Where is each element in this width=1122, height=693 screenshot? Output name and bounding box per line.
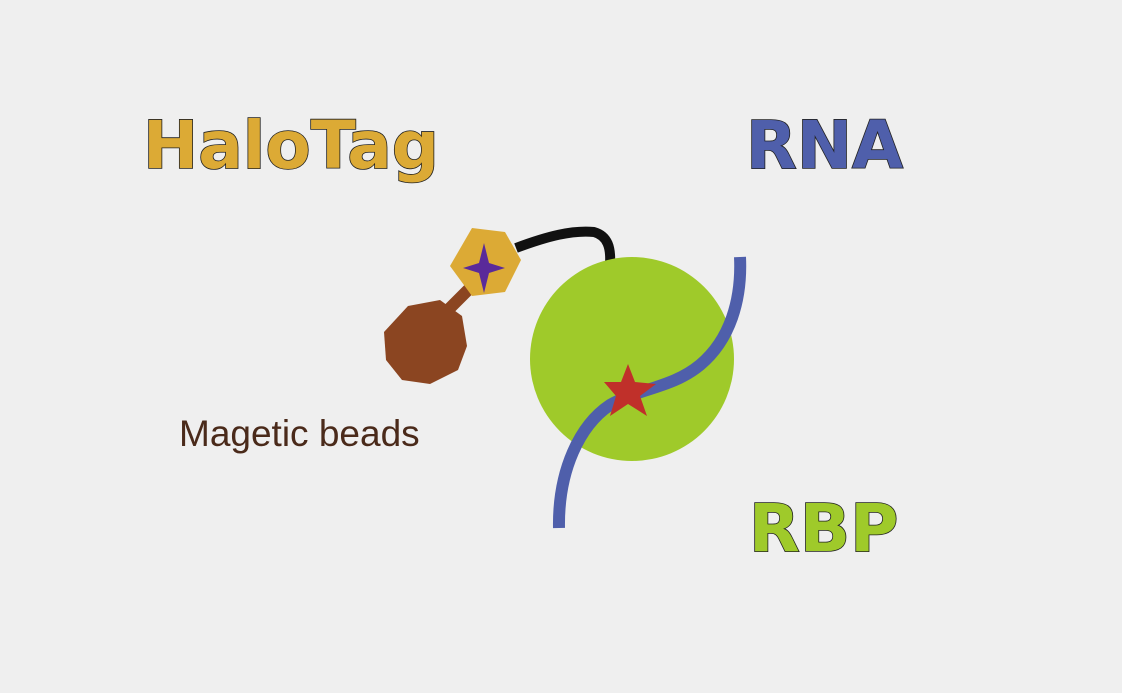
rna-title: RNA (746, 107, 903, 184)
ligand-star-icon (463, 243, 505, 293)
halotag-title: HaloTag (143, 107, 439, 184)
rna-strand (552, 256, 747, 529)
magnetic-bead-icon (384, 300, 467, 384)
rbp-title: RBP (749, 490, 899, 567)
magnetic-beads-label: Magetic beads (179, 413, 420, 454)
crosslink-star-icon (604, 364, 656, 416)
rbp-protein-circle (530, 257, 734, 461)
linker-strand (514, 226, 616, 265)
